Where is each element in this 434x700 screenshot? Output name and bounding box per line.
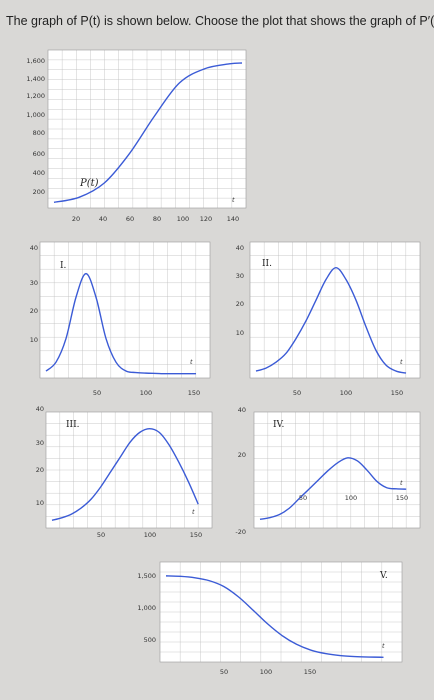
x-tick-label: 20 — [72, 215, 80, 223]
curve-label: P(t) — [79, 178, 99, 189]
panel-border — [253, 411, 421, 529]
panel-III: 50 100 150 40 30 20 10 t III. — [36, 405, 213, 539]
x-tick-label: 50 — [93, 389, 101, 397]
y-tick-label: 40 — [236, 244, 244, 252]
y-tick-label: 1,000 — [137, 604, 156, 612]
y-tick-label: 40 — [30, 244, 38, 252]
x-axis-label: t — [232, 196, 235, 204]
y-tick-label: -20 — [235, 528, 246, 536]
panel-border — [39, 241, 211, 379]
y-tick-label: 30 — [236, 272, 244, 280]
y-tick-label: 400 — [33, 169, 45, 177]
y-tick-label: 20 — [30, 307, 38, 315]
x-tick-label: 100 — [177, 215, 189, 223]
option-label-II: II. — [262, 259, 272, 269]
y-tick-label: 500 — [144, 636, 156, 644]
question-text: The graph of P(t) is shown below. Choose… — [6, 14, 434, 28]
panel-border — [45, 411, 213, 529]
curve-I — [45, 272, 196, 375]
x-tick-label: 60 — [126, 215, 134, 223]
x-tick-label: 150 — [391, 389, 403, 397]
panel-main: 20 40 60 80 100 120 140 1,600 1,400 1,200 1,000 800… — [26, 49, 247, 223]
y-tick-label: 40 — [238, 406, 246, 414]
y-tick-label: 1,000 — [26, 111, 45, 119]
y-tick-label: 10 — [36, 499, 44, 507]
option-label-III: III. — [66, 420, 80, 430]
option-label-V: V. — [379, 571, 388, 581]
panel-I: 50 100 150 40 30 20 10 t I. — [30, 241, 211, 397]
curve-IV — [259, 457, 407, 520]
x-tick-label: 150 — [190, 531, 202, 539]
y-tick-label: 20 — [36, 466, 44, 474]
panel-IV: 50 100 150 40 20 -20 t IV. — [235, 406, 421, 536]
x-tick-label: 150 — [188, 389, 200, 397]
y-tick-label: 20 — [238, 451, 246, 459]
x-tick-label: 100 — [345, 494, 357, 502]
y-tick-label: 10 — [30, 336, 38, 344]
panel-border — [47, 49, 247, 209]
y-tick-label: 800 — [33, 129, 45, 137]
x-tick-label: 100 — [144, 531, 156, 539]
y-tick-label: 10 — [236, 329, 244, 337]
curve-II — [255, 267, 407, 374]
x-tick-label: 100 — [140, 389, 152, 397]
x-tick-label: 50 — [220, 668, 228, 676]
panel-border — [159, 561, 403, 663]
y-tick-label: 1,200 — [26, 92, 45, 100]
y-tick-label: 30 — [30, 279, 38, 287]
x-tick-label: 50 — [293, 389, 301, 397]
x-tick-label: 50 — [299, 494, 307, 502]
y-tick-label: 1,400 — [26, 75, 45, 83]
panel-II: 50 100 150 40 30 20 10 t II. — [236, 241, 421, 397]
x-tick-label: 120 — [200, 215, 212, 223]
curve-main — [53, 62, 243, 204]
panel-V: 50 100 150 1,500 1,000 500 t V. — [137, 561, 403, 676]
x-tick-label: 40 — [99, 215, 107, 223]
y-tick-label: 40 — [36, 405, 44, 413]
curve-V — [165, 575, 384, 658]
x-tick-label: 140 — [227, 215, 239, 223]
x-tick-label: 100 — [260, 668, 272, 676]
x-axis-label: t — [400, 358, 403, 366]
x-tick-label: 150 — [396, 494, 408, 502]
x-tick-label: 100 — [340, 389, 352, 397]
x-axis-label: t — [400, 479, 403, 487]
y-tick-label: 1,600 — [26, 57, 45, 65]
x-tick-label: 150 — [304, 668, 316, 676]
panel-border — [249, 241, 421, 379]
y-tick-label: 20 — [236, 300, 244, 308]
x-tick-label: 80 — [153, 215, 161, 223]
y-tick-label: 200 — [33, 188, 45, 196]
y-tick-label: 600 — [33, 150, 45, 158]
y-tick-label: 30 — [36, 439, 44, 447]
x-axis-label: t — [192, 508, 195, 516]
x-axis-label: t — [190, 358, 193, 366]
x-tick-label: 50 — [97, 531, 105, 539]
y-tick-label: 1,500 — [137, 572, 156, 580]
curve-III — [51, 427, 199, 521]
x-axis-label: t — [382, 642, 385, 650]
option-label-IV: IV. — [273, 420, 284, 430]
option-label-I: I. — [60, 261, 67, 271]
